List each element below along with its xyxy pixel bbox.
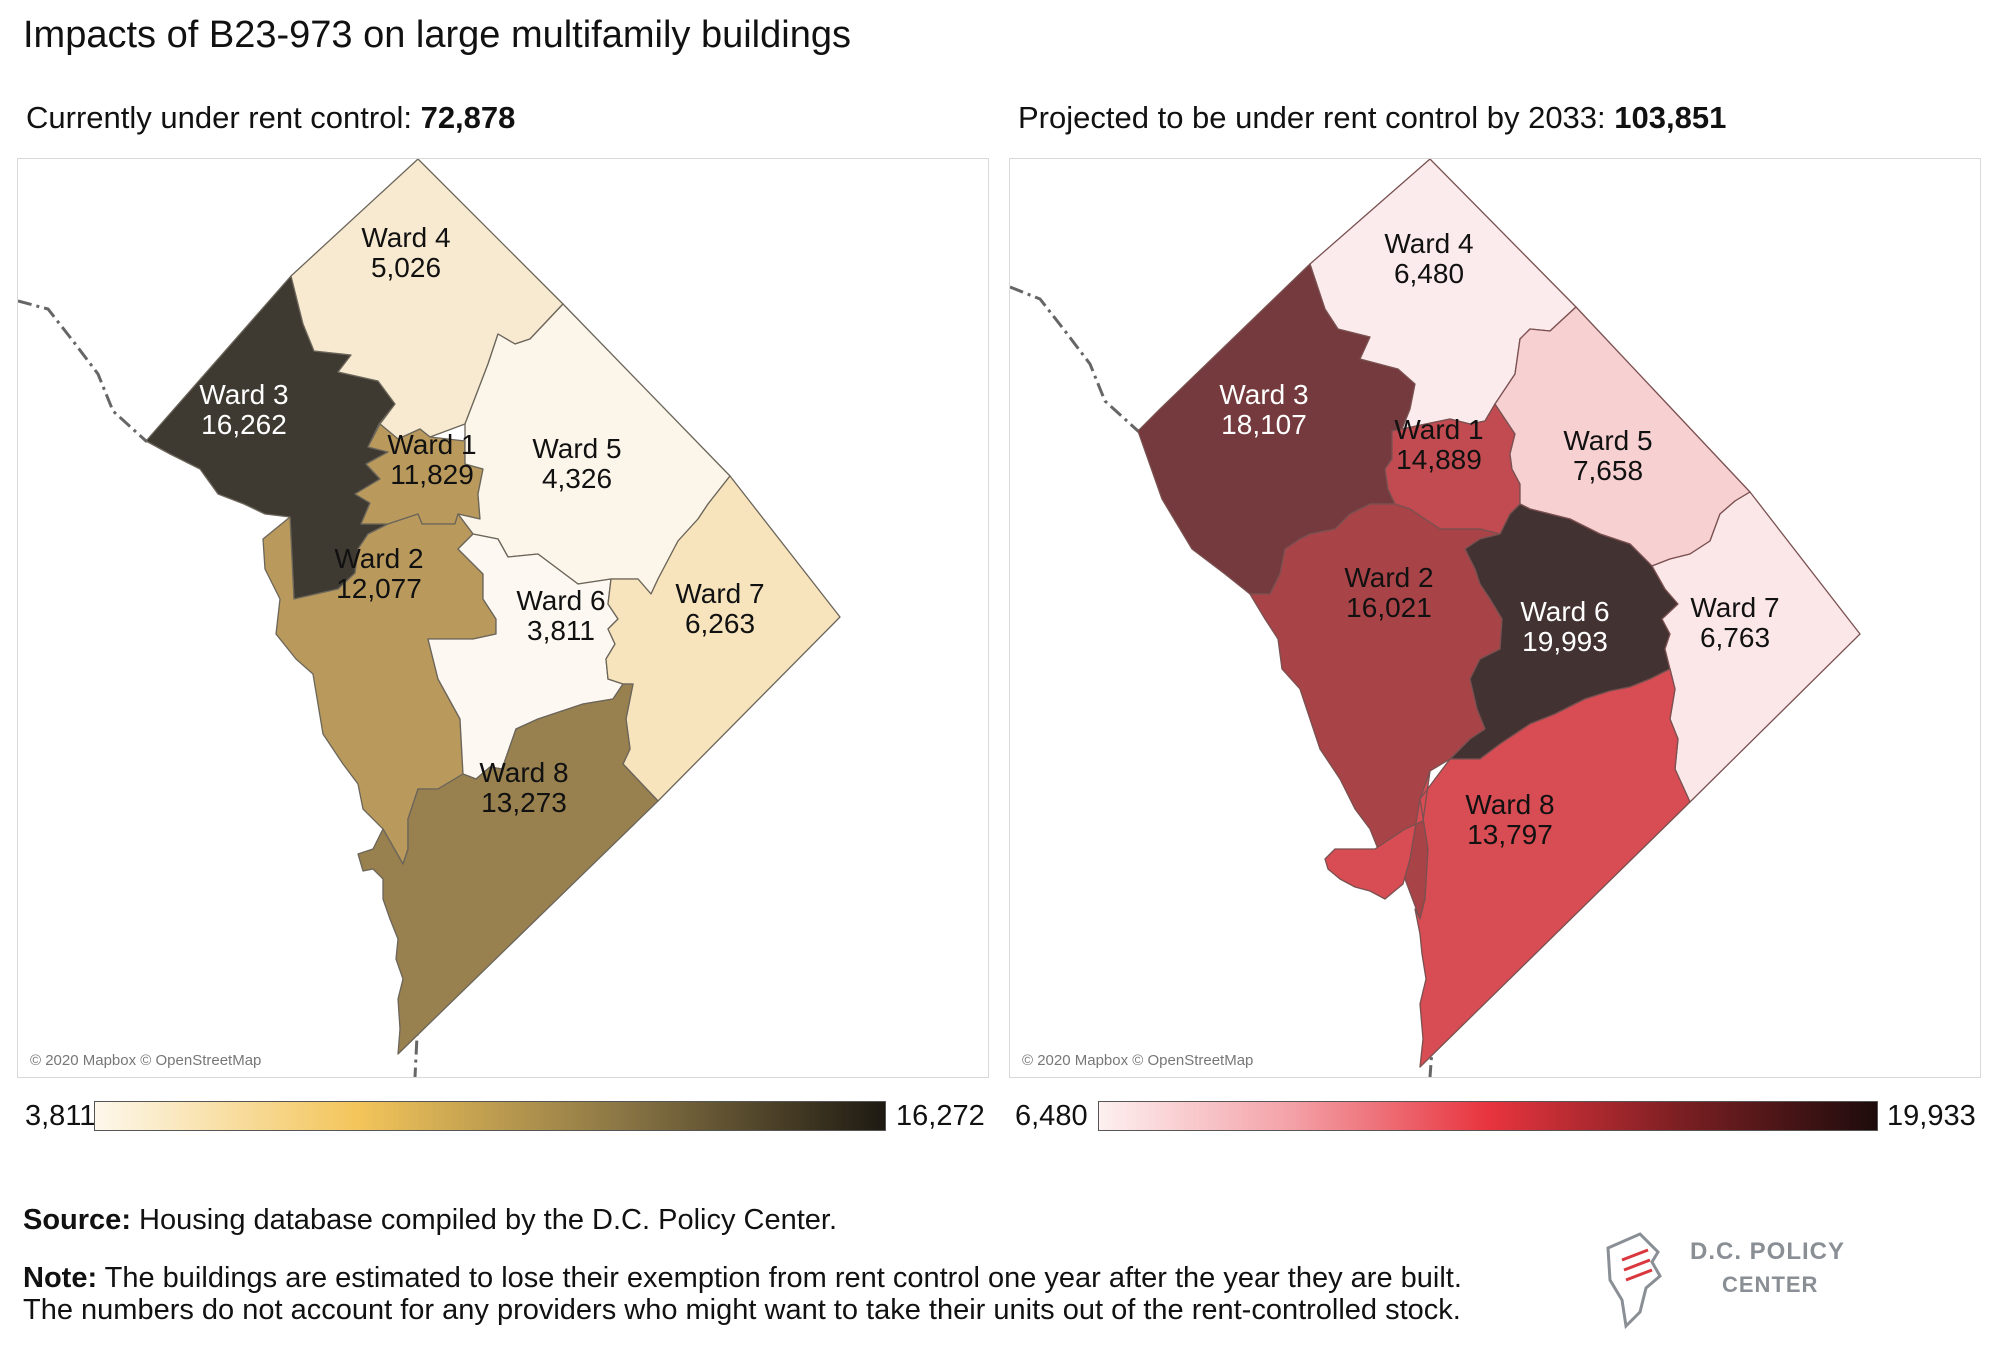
svg-text:Ward 76,763: Ward 7 6,763 bbox=[1690, 592, 1779, 653]
svg-text:Ward 813,797: Ward 8 13,797 bbox=[1465, 789, 1554, 850]
ward-2-name: Ward 2 bbox=[1344, 562, 1433, 593]
svg-text:Ward 316,262: Ward 3 16,262 bbox=[199, 379, 288, 440]
left-subtitle: Currently under rent control: 72,878 bbox=[26, 100, 515, 136]
ward-4-value: 5,026 bbox=[371, 252, 441, 283]
right-subtitle: Projected to be under rent control by 20… bbox=[1018, 100, 1726, 136]
note-text: The buildings are estimated to lose thei… bbox=[23, 1262, 1462, 1326]
right-subtitle-prefix: Projected to be under rent control by 20… bbox=[1018, 100, 1615, 135]
ward-2-value: 12,077 bbox=[336, 573, 422, 604]
ward-2-value: 16,021 bbox=[1346, 592, 1432, 623]
left-ward-labels: Ward 4 5,026 Ward 3 16,262 Ward 1 11,829 Wa… bbox=[199, 222, 764, 818]
source-text: Housing database compiled by the D.C. Po… bbox=[130, 1204, 838, 1236]
right-legend-min: 6,480 bbox=[1015, 1100, 1088, 1132]
ward-3-name: Ward 3 bbox=[199, 379, 288, 410]
ward-6-value: 19,993 bbox=[1522, 626, 1608, 657]
chart-title: Impacts of B23-973 on large multifamily … bbox=[23, 14, 851, 56]
left-map-panel[interactable]: Ward 4 5,026 Ward 3 16,262 Ward 1 11,829 Wa… bbox=[17, 158, 989, 1078]
ward-6-name: Ward 6 bbox=[1520, 596, 1609, 627]
right-legend-max: 19,933 bbox=[1887, 1100, 1976, 1132]
svg-text:Ward 57,658: Ward 5 7,658 bbox=[1563, 425, 1652, 486]
methodology-note: Note: The buildings are estimated to los… bbox=[23, 1262, 1463, 1326]
ward-4-name: Ward 4 bbox=[1384, 228, 1473, 259]
ward-8-shape[interactable] bbox=[1324, 668, 1691, 1068]
ward-3-value: 16,262 bbox=[201, 409, 287, 440]
ward-5-name: Ward 5 bbox=[1563, 425, 1652, 456]
ward-8-value: 13,273 bbox=[481, 787, 567, 818]
ward-8-shape[interactable] bbox=[357, 683, 659, 1055]
dc-policy-center-logo: D.C. POLICY CENTER bbox=[1600, 1230, 1850, 1340]
logo-line-1: D.C. POLICY bbox=[1690, 1238, 1846, 1265]
ward-5-name: Ward 5 bbox=[532, 433, 621, 464]
ward-2-name: Ward 2 bbox=[334, 543, 423, 574]
state-border-line bbox=[18, 299, 167, 443]
ward-1-name: Ward 1 bbox=[387, 429, 476, 460]
ward-5-value: 4,326 bbox=[542, 463, 612, 494]
ward-5-value: 7,658 bbox=[1573, 455, 1643, 486]
svg-text:Ward 46,480: Ward 4 6,480 bbox=[1384, 228, 1473, 289]
ward-8-value: 13,797 bbox=[1467, 819, 1553, 850]
right-map-attribution: © 2020 Mapbox © OpenStreetMap bbox=[1022, 1052, 1254, 1069]
ward-8-name: Ward 8 bbox=[1465, 789, 1554, 820]
right-map: Ward 4 6,480 Ward 3 18,107 Ward 1 14,889 Wa… bbox=[1010, 159, 1861, 1077]
state-border-line bbox=[1010, 285, 1159, 433]
svg-text:Ward 619,993: Ward 6 19,993 bbox=[1520, 596, 1609, 657]
svg-text:Ward 216,021: Ward 2 16,021 bbox=[1344, 562, 1433, 623]
svg-text:Ward 114,889: Ward 1 14,889 bbox=[1394, 414, 1483, 475]
ward-7-name: Ward 7 bbox=[1690, 592, 1779, 623]
ward-7-value: 6,263 bbox=[685, 608, 755, 639]
left-map: Ward 4 5,026 Ward 3 16,262 Ward 1 11,829 Wa… bbox=[18, 159, 841, 1077]
left-map-attribution: © 2020 Mapbox © OpenStreetMap bbox=[30, 1052, 262, 1069]
ward-7-value: 6,763 bbox=[1700, 622, 1770, 653]
ward-8-name: Ward 8 bbox=[479, 757, 568, 788]
ward-1-value: 14,889 bbox=[1396, 444, 1482, 475]
logo-line-2: CENTER bbox=[1722, 1272, 1819, 1297]
ward-3-value: 18,107 bbox=[1221, 409, 1307, 440]
ward-6-value: 3,811 bbox=[527, 615, 595, 646]
left-subtitle-prefix: Currently under rent control: bbox=[26, 100, 421, 135]
right-legend-gradient bbox=[1098, 1101, 1878, 1131]
svg-text:Ward 318,107: Ward 3 18,107 bbox=[1219, 379, 1308, 440]
right-map-panel[interactable]: Ward 4 6,480 Ward 3 18,107 Ward 1 14,889 Wa… bbox=[1009, 158, 1981, 1078]
svg-text:Ward 212,077: Ward 2 12,077 bbox=[334, 543, 423, 604]
ward-1-value: 11,829 bbox=[390, 459, 474, 490]
left-legend-gradient bbox=[94, 1101, 886, 1131]
ward-7-name: Ward 7 bbox=[675, 578, 764, 609]
ward-4-name: Ward 4 bbox=[361, 222, 450, 253]
left-subtitle-value: 72,878 bbox=[420, 100, 516, 135]
left-legend-min: 3,811 bbox=[25, 1100, 96, 1132]
svg-text:Ward 76,263: Ward 7 6,263 bbox=[675, 578, 764, 639]
ward-4-value: 6,480 bbox=[1394, 258, 1464, 289]
ward-6-name: Ward 6 bbox=[516, 585, 605, 616]
svg-text:Ward 63,811: Ward 6 3,811 bbox=[516, 585, 605, 646]
note-label: Note: bbox=[23, 1262, 98, 1294]
dc-outline-icon bbox=[1606, 1232, 1662, 1330]
left-legend-max: 16,272 bbox=[896, 1100, 985, 1132]
right-ward-labels: Ward 4 6,480 Ward 3 18,107 Ward 1 14,889 Wa… bbox=[1219, 228, 1779, 850]
svg-text:Ward 54,326: Ward 5 4,326 bbox=[532, 433, 621, 494]
svg-text:Ward 813,273: Ward 8 13,273 bbox=[479, 757, 568, 818]
source-label: Source: bbox=[23, 1204, 131, 1236]
ward-3-name: Ward 3 bbox=[1219, 379, 1308, 410]
source-note: Source: Housing database compiled by the… bbox=[23, 1204, 1463, 1236]
svg-text:Ward 111,829: Ward 1 11,829 bbox=[387, 429, 476, 490]
ward-1-name: Ward 1 bbox=[1394, 414, 1483, 445]
right-subtitle-value: 103,851 bbox=[1614, 100, 1727, 135]
svg-text:Ward 45,026: Ward 4 5,026 bbox=[361, 222, 450, 283]
